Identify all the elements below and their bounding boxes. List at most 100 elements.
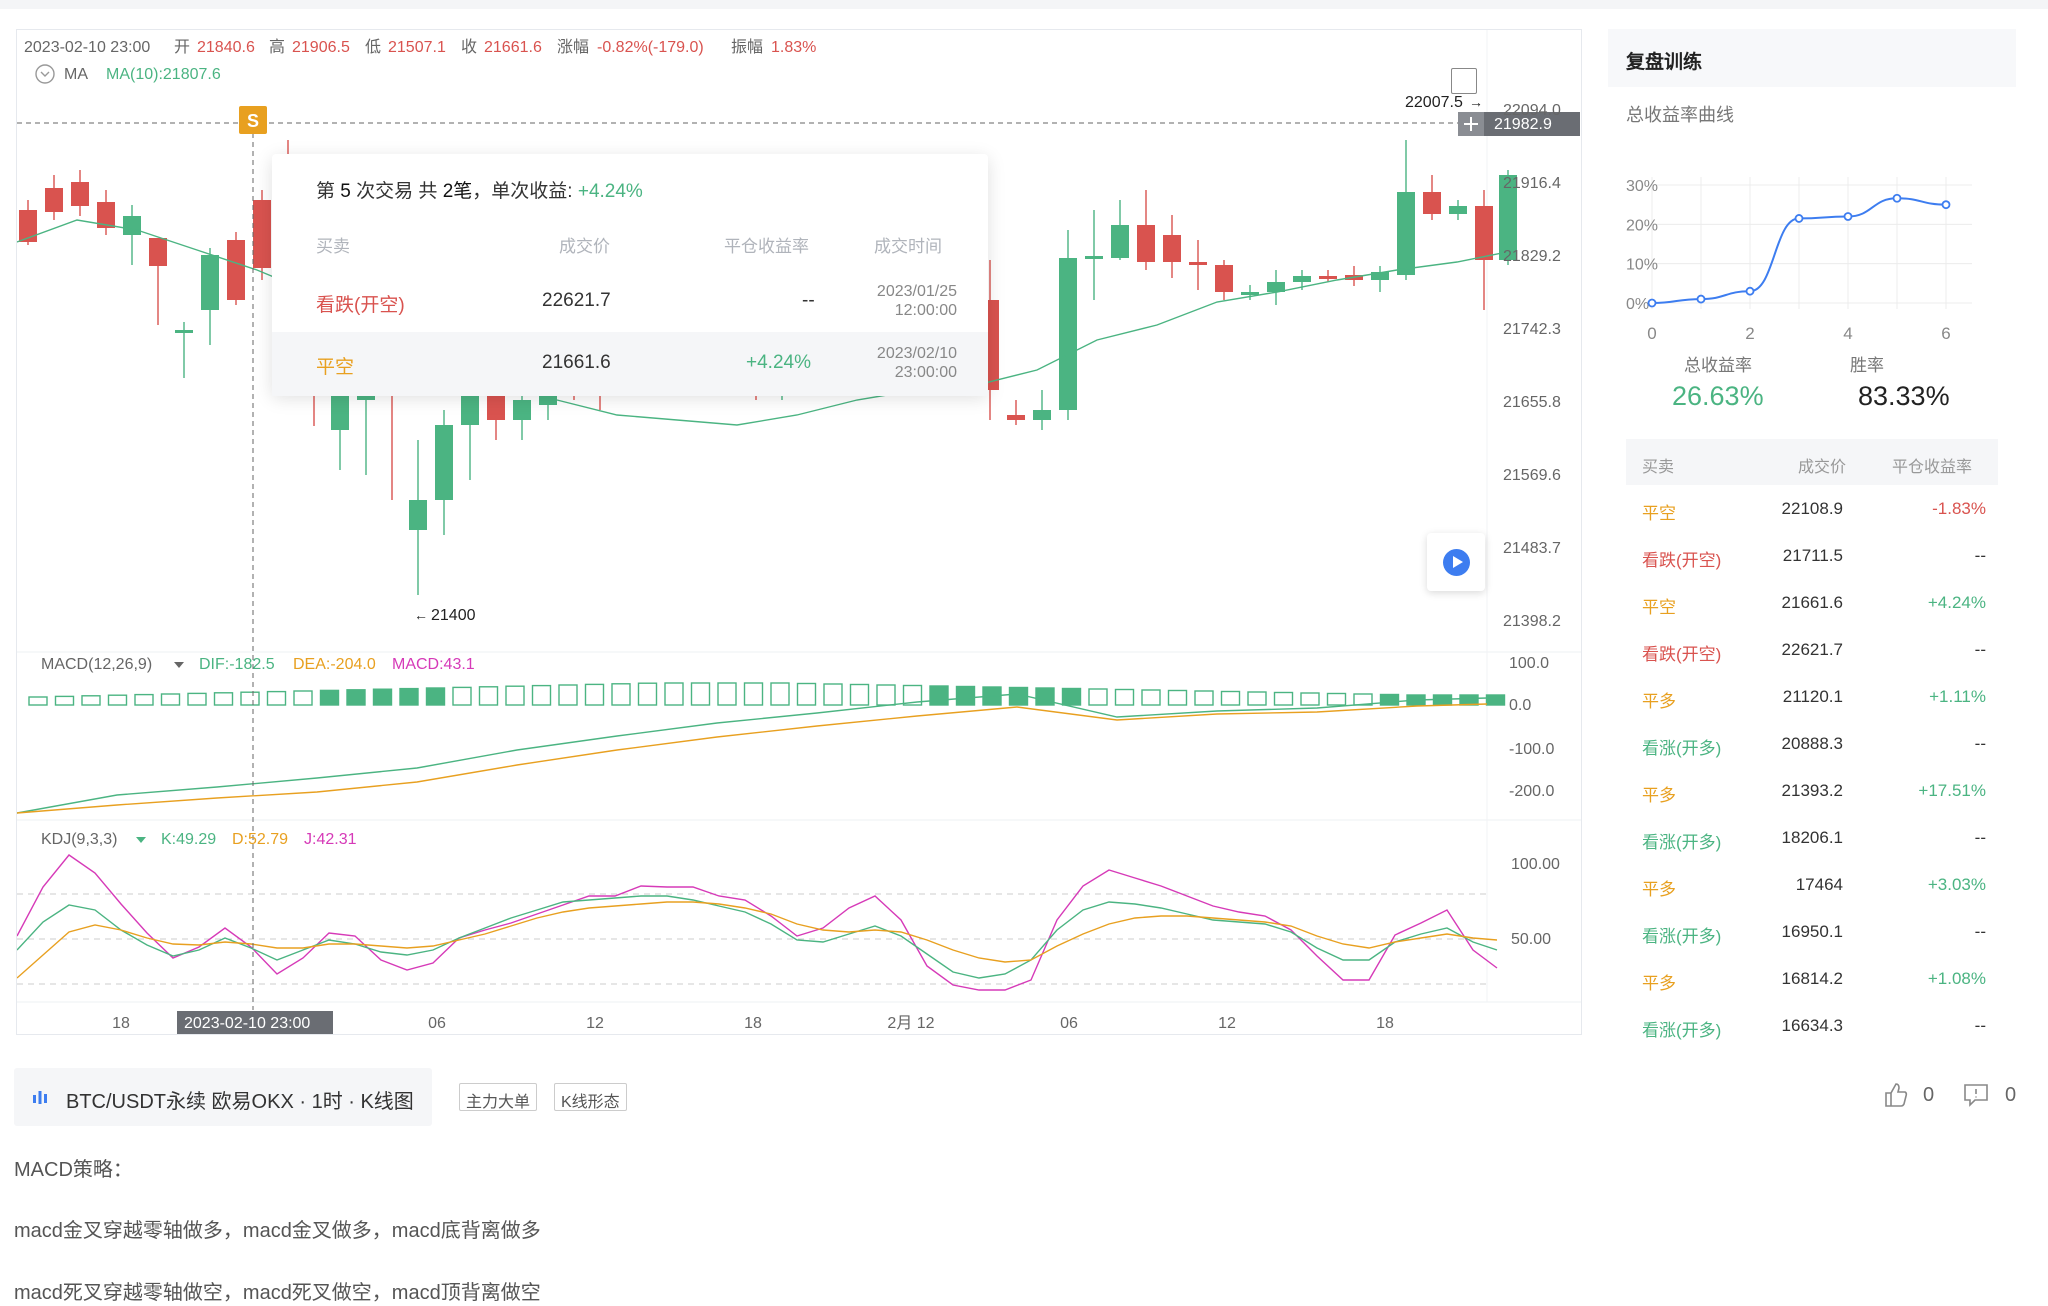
macd-histogram-bar — [611, 683, 631, 706]
candle-body — [435, 425, 453, 500]
return-y-tick: 20% — [1626, 217, 1658, 234]
tooltip-return: +4.24% — [746, 352, 811, 373]
return-y-tick: 30% — [1626, 178, 1658, 195]
tooltip-title-post: ，单次收益: — [472, 181, 573, 202]
tooltip-date: 2023/02/10 — [876, 345, 957, 362]
trade-row[interactable]: 看跌(开空) 22621.7 -- — [1626, 626, 1998, 673]
trade-row[interactable]: 看涨(开多) 18206.1 -- — [1626, 814, 1998, 861]
high-value: 21906.5 — [292, 39, 350, 56]
return-x-tick: 0 — [1647, 324, 1656, 343]
tooltip-trade-no: 5 — [340, 181, 351, 202]
macd-histogram-bar — [1088, 688, 1108, 706]
return-point — [1794, 214, 1804, 223]
trade-row[interactable]: 看涨(开多) 16950.1 -- — [1626, 908, 1998, 955]
tooltip-profit: +4.24% — [577, 181, 643, 202]
ma-toggle-icon[interactable] — [35, 64, 55, 84]
total-return-label: 总收益率 — [1684, 356, 1752, 375]
trade-side: 平多 — [1642, 974, 1676, 993]
trade-side: 平多 — [1642, 786, 1676, 805]
trade-side: 平多 — [1642, 880, 1676, 899]
candle-body — [1397, 192, 1415, 275]
macd-histogram-bar — [28, 696, 48, 706]
ohlc-datetime: 2023-02-10 23:00 — [24, 39, 150, 56]
comment-icon[interactable] — [1963, 1082, 1989, 1108]
trade-return: -- — [1974, 1016, 1986, 1035]
price-axis-label: 21655.8 — [1503, 394, 1561, 411]
play-icon — [1443, 549, 1470, 576]
crosshair-price: 21982.9 — [1494, 116, 1552, 133]
trade-marker-label: S — [247, 111, 259, 131]
time-axis-label: 06 — [428, 1015, 446, 1032]
change-value: -0.82%(-179.0) — [597, 39, 704, 56]
amp-label: 振幅 — [731, 38, 763, 56]
trade-row[interactable]: 平空 21661.6 +4.24% — [1626, 579, 1998, 626]
trade-row[interactable]: 平多 16814.2 +1.08% — [1626, 955, 1998, 1002]
plus-icon — [1464, 117, 1478, 131]
trade-price: 20888.3 — [1781, 734, 1843, 753]
tooltip-date: 2023/01/25 — [876, 283, 957, 300]
trade-price: 21393.2 — [1781, 781, 1843, 800]
return-curve-chart: 30% 20% 10% 0% 0 2 4 6 — [1626, 177, 1972, 343]
macd-histogram-bar — [876, 684, 896, 706]
kline-chart-svg[interactable]: 2023-02-10 23:00 开 21840.6 高 21906.5 低 2… — [17, 30, 1582, 1035]
tooltip-title-mid: 次交易 共 — [356, 181, 438, 202]
tooltip-title: 第 5 次交易 共 2笔，单次收益: +4.24% — [316, 176, 643, 203]
trade-row[interactable]: 看跌(开空) 21711.5 -- — [1626, 532, 1998, 579]
trade-return: +1.08% — [1927, 969, 1986, 988]
trade-row[interactable]: 平多 21393.2 +17.51% — [1626, 767, 1998, 814]
tag-chip[interactable]: 主力大单 — [459, 1083, 538, 1111]
macd-histogram-bar — [134, 693, 154, 706]
time-axis-label: 12 — [586, 1015, 604, 1032]
kdj-j: J:42.31 — [304, 831, 357, 848]
play-button[interactable] — [1427, 533, 1485, 591]
tag-chip[interactable]: K线形态 — [554, 1083, 627, 1111]
trade-price: 22108.9 — [1781, 499, 1843, 518]
trade-row[interactable]: 看涨(开多) 16634.3 -- — [1626, 1002, 1998, 1049]
kline-chart[interactable]: 2023-02-10 23:00 开 21840.6 高 21906.5 低 2… — [16, 29, 1582, 1035]
macd-histogram-bar — [1167, 689, 1188, 706]
candle-body — [1163, 235, 1181, 262]
trade-row[interactable]: 平多 21120.1 +1.11% — [1626, 673, 1998, 720]
tooltip-row: 看跌(开空) 22621.7 -- 2023/01/25 12:00:00 — [272, 268, 988, 332]
candle-body — [123, 216, 141, 235]
macd-histogram-bar — [690, 682, 711, 706]
trade-price: 21711.5 — [1782, 546, 1843, 565]
macd-histogram-bar — [743, 682, 764, 706]
trade-row[interactable]: 平空 22108.9 -1.83% — [1626, 485, 1998, 532]
caret-down-icon[interactable] — [136, 837, 146, 843]
candle-body — [1007, 415, 1025, 420]
trade-side: 看涨(开多) — [1642, 927, 1722, 946]
candle-body — [97, 202, 115, 228]
trade-marker[interactable] — [239, 106, 267, 134]
trade-row[interactable]: 平多 17464 +3.03% — [1626, 861, 1998, 908]
candle-body — [1111, 225, 1129, 258]
trade-row[interactable]: 看涨(开多) 20888.3 -- — [1626, 720, 1998, 767]
macd-histogram-bar — [452, 686, 472, 706]
like-count: 0 — [1923, 1084, 1935, 1106]
macd-histogram-bar — [664, 682, 684, 706]
macd-histogram-bar — [1247, 691, 1267, 706]
kdj-d-line — [17, 901, 1498, 979]
macd-histogram-bar — [1194, 690, 1214, 706]
price-axis-label: 21829.2 — [1503, 248, 1561, 265]
macd-histogram-bar — [823, 683, 843, 706]
like-icon[interactable] — [1883, 1082, 1909, 1108]
candle-body — [19, 210, 37, 242]
price-axis-label: 22094.0 — [1503, 102, 1561, 119]
caret-down-icon[interactable] — [174, 662, 184, 668]
macd-histogram-bar — [558, 684, 578, 706]
panel-title: 复盘训练 — [1608, 29, 2016, 87]
ma-line — [17, 219, 1508, 426]
candle-body — [409, 500, 427, 530]
open-value: 21840.6 — [197, 39, 255, 56]
symbol-tag[interactable]: BTC/USDT永续 欧易OKX · 1时 · K线图 — [14, 1068, 432, 1126]
macd-histogram-bar — [1114, 688, 1135, 706]
macd-histogram-bar — [929, 685, 949, 706]
kdj-d: D:52.79 — [232, 831, 288, 848]
trade-price: 16814.2 — [1781, 969, 1843, 988]
low-value: 21507.1 — [388, 39, 446, 56]
fullscreen-icon[interactable] — [1451, 68, 1477, 94]
tooltip-price: 21661.6 — [542, 352, 611, 373]
macd-dif-line — [17, 693, 1488, 814]
total-return-value: 26.63% — [1672, 381, 1764, 411]
